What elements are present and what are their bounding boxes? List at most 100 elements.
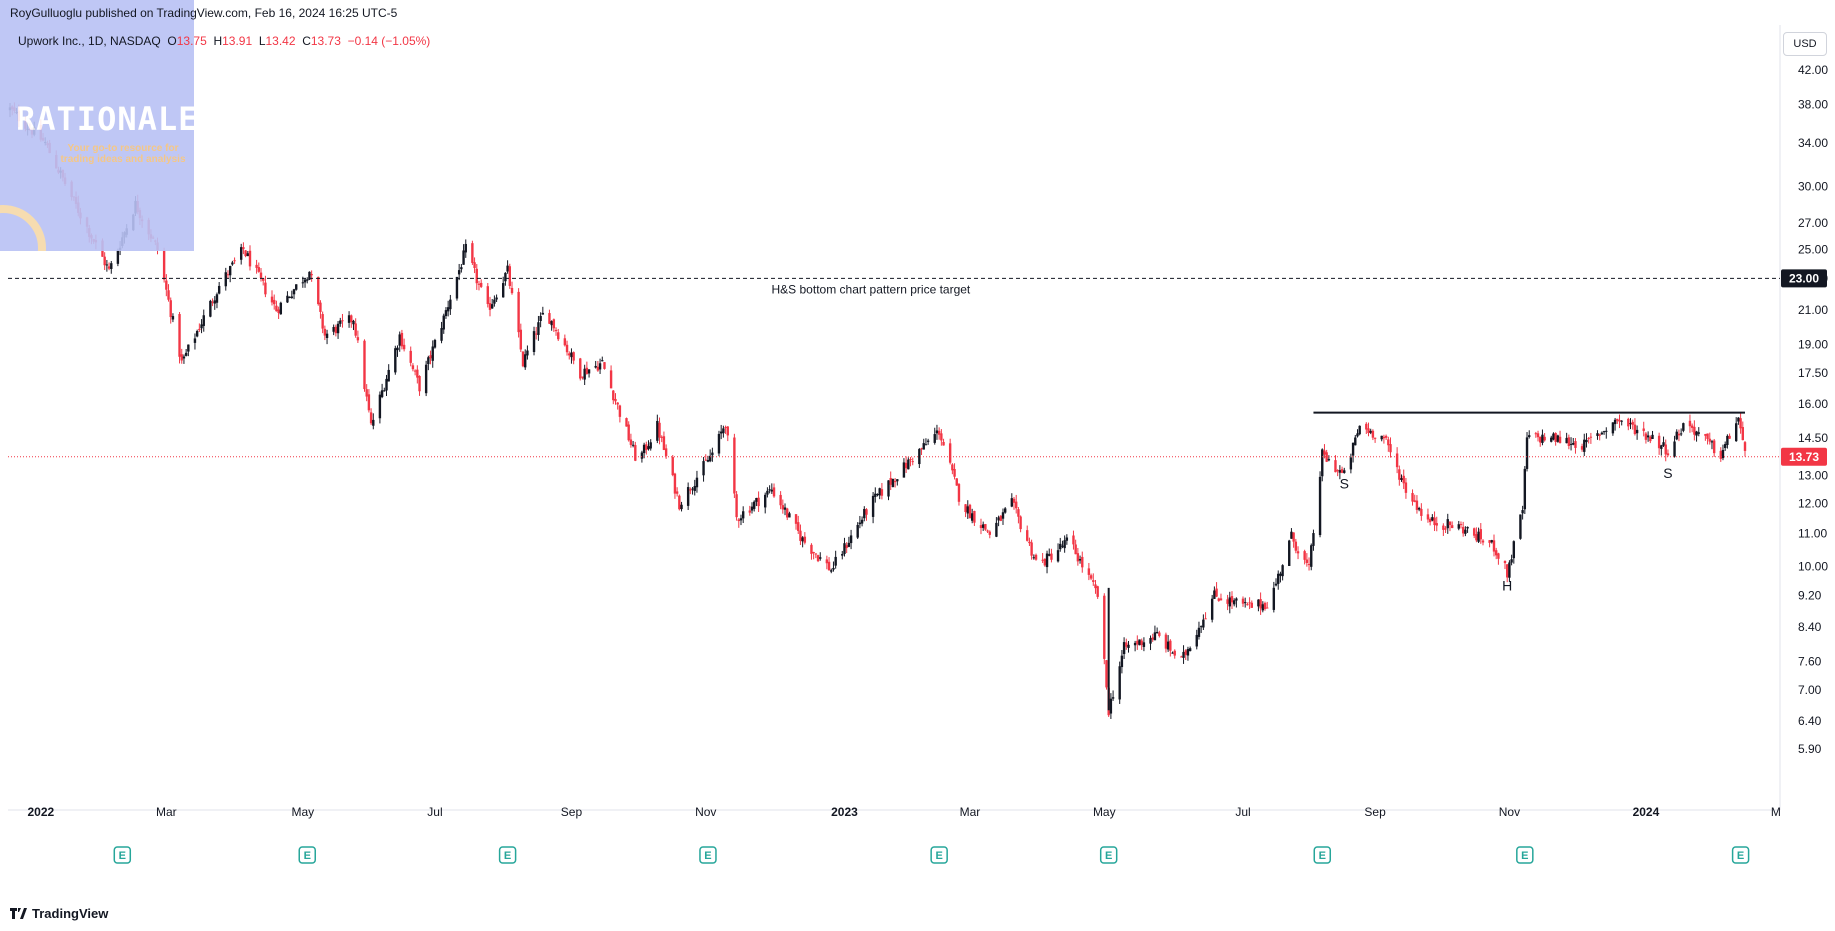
- candle: [1567, 434, 1571, 450]
- candle-body: [383, 390, 386, 392]
- candle: [1263, 601, 1267, 611]
- candle-body: [1103, 595, 1106, 659]
- candle: [383, 387, 386, 392]
- candle-body: [1510, 559, 1513, 563]
- candle: [1719, 447, 1722, 462]
- candle-body: [363, 340, 366, 390]
- candle-body: [460, 267, 463, 270]
- candle-body: [325, 333, 329, 339]
- candle-body: [1400, 478, 1403, 480]
- earnings-e-icon: E: [1313, 846, 1332, 864]
- candle: [1739, 412, 1742, 434]
- candle: [1166, 635, 1170, 652]
- publish-header: RoyGulluoglu published on TradingView.co…: [10, 6, 398, 20]
- candle: [1017, 507, 1020, 524]
- candle-body: [486, 286, 489, 305]
- candle: [323, 325, 327, 341]
- earnings-e-icon: E: [113, 846, 132, 864]
- candle-body: [942, 441, 945, 446]
- candle: [565, 340, 569, 356]
- candle-body: [880, 489, 884, 496]
- candle-body: [321, 314, 324, 329]
- candle-body: [1204, 618, 1207, 620]
- candle: [1050, 548, 1053, 563]
- candle: [1065, 534, 1069, 545]
- candle: [1697, 427, 1700, 437]
- y-tick-label: 10.00: [1798, 559, 1828, 573]
- candle-body: [1056, 550, 1060, 562]
- candle: [1296, 546, 1300, 560]
- candle: [675, 487, 679, 497]
- candle: [1706, 433, 1709, 445]
- candle: [259, 267, 263, 282]
- candle: [1395, 447, 1399, 474]
- candle: [779, 491, 782, 510]
- candle-body: [1726, 435, 1729, 445]
- candle: [1367, 422, 1370, 437]
- candle-body: [865, 509, 868, 515]
- candle: [107, 262, 111, 271]
- candle: [394, 345, 397, 375]
- candle-body: [1402, 475, 1405, 484]
- current-price-text: 13.73: [1789, 450, 1819, 464]
- candle: [255, 259, 258, 274]
- candle-body: [306, 279, 309, 281]
- candle-body: [1149, 638, 1152, 644]
- candle-body: [1411, 493, 1414, 502]
- candle: [1334, 455, 1337, 473]
- candle: [935, 424, 939, 440]
- candle-body: [1155, 631, 1159, 634]
- candle: [1402, 469, 1405, 490]
- candle-body: [1558, 436, 1562, 443]
- candle-body: [1690, 425, 1694, 428]
- candle: [1574, 438, 1577, 454]
- candle-body: [429, 355, 432, 359]
- earnings-e-letter: E: [304, 850, 311, 862]
- candle-body: [1182, 651, 1185, 658]
- candle: [570, 348, 573, 364]
- earnings-e-letter: E: [1737, 850, 1744, 862]
- candle-body: [739, 518, 743, 521]
- candle-body: [995, 522, 998, 537]
- candle-body: [1294, 541, 1298, 551]
- candle-body: [1334, 460, 1337, 473]
- candle: [904, 456, 908, 473]
- candle-body: [1494, 550, 1498, 556]
- candle: [849, 529, 853, 550]
- candle: [1235, 597, 1238, 608]
- candle: [429, 350, 432, 365]
- candle: [1539, 436, 1542, 447]
- candle: [581, 376, 584, 380]
- candle-body: [1356, 433, 1359, 437]
- candle-body: [508, 266, 512, 286]
- candle: [233, 257, 236, 264]
- candle-body: [1122, 642, 1126, 655]
- candle: [1076, 547, 1080, 566]
- currency-button[interactable]: USD: [1783, 32, 1827, 56]
- candle-body: [1241, 598, 1245, 604]
- candle: [568, 351, 571, 360]
- candle-body: [1490, 540, 1493, 543]
- candle: [942, 438, 945, 446]
- candle: [1657, 432, 1661, 455]
- candle: [863, 506, 866, 522]
- candle-body: [1232, 600, 1236, 605]
- tradingview-footer[interactable]: TradingView: [10, 906, 108, 921]
- candle: [764, 492, 767, 514]
- candle: [801, 536, 804, 548]
- candle: [845, 542, 848, 554]
- candle-body: [288, 296, 291, 298]
- candle-body: [1743, 442, 1747, 451]
- candle: [579, 357, 582, 381]
- candle: [1497, 552, 1500, 565]
- candle-body: [554, 330, 558, 332]
- candle-body: [275, 305, 278, 312]
- candle: [224, 267, 227, 291]
- y-tick-label: 9.20: [1798, 588, 1822, 602]
- candle-body: [997, 517, 1000, 521]
- candle-body: [827, 561, 831, 571]
- earnings-e-box: [1099, 846, 1118, 864]
- candle-body: [1741, 427, 1744, 441]
- candle-body: [1228, 597, 1231, 607]
